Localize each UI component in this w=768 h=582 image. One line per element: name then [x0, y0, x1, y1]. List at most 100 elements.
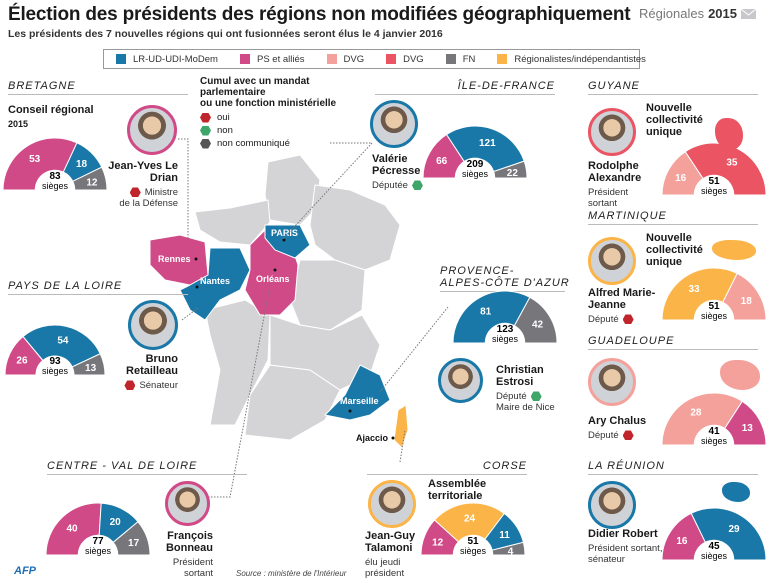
seat-slice-label: 121	[479, 138, 496, 149]
seat-slice-label: 16	[676, 536, 688, 547]
seat-slice-label: 81	[480, 306, 492, 317]
cumul-hexagon-icon	[530, 391, 542, 402]
seat-total: 93	[49, 356, 61, 367]
seat-slice-label: 53	[29, 154, 41, 165]
legend-swatch	[239, 54, 250, 64]
president-role-text: Sénateur	[139, 380, 178, 391]
seat-slice-label: 29	[729, 524, 741, 535]
president-name: Jean-Yves Le Drian	[108, 160, 178, 184]
seat-word: sièges	[701, 311, 728, 321]
map-city-marseille: Marseille	[340, 396, 379, 406]
seat-slice	[22, 325, 101, 368]
president-role-text: Député	[588, 314, 619, 325]
cumul-title-3: ou une fonction ministérielle	[200, 98, 337, 109]
seat-slice	[684, 143, 767, 196]
region-subtitle-line: territoriale	[428, 490, 483, 502]
seat-slice	[112, 521, 151, 556]
seat-word: sièges	[492, 334, 519, 344]
seat-slice-label: 24	[464, 513, 476, 524]
president-name: Bruno Retailleau	[126, 353, 178, 377]
legend-label: FN	[462, 53, 476, 65]
seat-slice-label: 12	[432, 537, 444, 548]
region-subtitle-line: unique	[646, 126, 683, 138]
seat-total: 83	[49, 171, 61, 182]
map-region-auvergne-rhone-alpes	[269, 314, 381, 391]
cumul-hexagon-icon	[411, 180, 423, 191]
region-title: LA RÉUNION	[588, 460, 758, 475]
legend-swatch	[497, 54, 508, 64]
president-role-line: élu jeudi	[365, 557, 401, 568]
cumul-title-1: Cumul avec un mandat	[200, 76, 310, 87]
seat-slice	[45, 503, 102, 556]
president-info: Rodolphe Alexandre Président sortant	[588, 160, 668, 209]
brand-label: Régionales	[639, 6, 705, 21]
region-subtitle-line: Nouvelle	[646, 102, 692, 114]
president-role-line: Député	[588, 430, 668, 441]
president-role: Sénateur	[100, 380, 178, 391]
president-role-line: sortant	[588, 198, 618, 209]
region-subtitle: Nouvelle collectivité unique	[646, 102, 703, 138]
president-photo	[588, 358, 636, 406]
president-photo	[588, 108, 636, 156]
conseil-year: 2015	[8, 119, 29, 129]
seat-slice-label: 16	[675, 173, 687, 184]
seat-slice	[433, 503, 506, 543]
cumul-item: oui	[200, 111, 336, 124]
page-title: Élection des présidents des régions non …	[8, 4, 631, 25]
cumul-hexagon-icon	[622, 314, 634, 325]
president-role-line: Ministre	[100, 187, 178, 198]
seat-slice-label: 12	[86, 177, 98, 188]
seat-total: 123	[497, 324, 514, 335]
president-role-text: Président sortant,	[588, 543, 663, 554]
seat-slice	[72, 166, 108, 191]
legend-item: PS et alliés	[239, 54, 305, 65]
seat-total: 41	[708, 426, 720, 437]
legend-swatch	[326, 54, 337, 64]
seat-total: 51	[467, 536, 479, 547]
cumul-label: oui	[217, 112, 230, 123]
cumul-hexagon-icon	[124, 380, 136, 391]
legend-item: DVG	[386, 54, 424, 65]
cumul-label: non communiqué	[217, 138, 290, 149]
cumul-hexagon-icon	[129, 187, 141, 198]
seat-slice-label: 18	[76, 159, 88, 170]
president-role: Député	[588, 314, 678, 325]
region-subtitle: Assemblée territoriale	[428, 478, 486, 502]
seat-slice-label: 42	[532, 320, 544, 331]
seat-word: sièges	[42, 366, 69, 376]
region-subtitle: Nouvelle collectivité unique	[646, 232, 703, 268]
seat-slice-label: 18	[741, 296, 753, 307]
seat-slice-label: 28	[690, 408, 702, 419]
seat-slice	[2, 138, 78, 191]
seat-slice-label: 54	[57, 335, 69, 346]
hexagon-icon	[200, 125, 211, 136]
president-photo	[588, 481, 636, 529]
seat-slice-label: 33	[688, 284, 700, 295]
president-role-line: Députée	[372, 180, 452, 191]
afp-logo: AFP	[14, 565, 36, 577]
guadeloupe-shape	[720, 360, 760, 390]
president-role-line: Maire de Nice	[496, 402, 555, 413]
president-info: François Bonneau Président sortant	[145, 530, 213, 579]
seat-word: sièges	[462, 169, 489, 179]
cumul-title-2: parlementaire	[200, 87, 266, 98]
president-info: Jean-Guy Talamoni élu jeudi président	[365, 530, 445, 579]
president-role-line: Député	[496, 391, 576, 402]
legend-item: DVG	[326, 54, 364, 65]
seat-slice-label: 11	[499, 530, 510, 541]
president-photo	[370, 100, 418, 148]
legend-swatch	[386, 54, 397, 64]
reunion-shape	[722, 482, 750, 502]
president-role-line: de la Défense	[119, 198, 178, 209]
region-title-line: ALPES-CÔTE D'AZUR	[440, 277, 570, 289]
region-subtitle-line: collectivité	[646, 244, 703, 256]
map-city-ajaccio: Ajaccio	[356, 433, 389, 443]
brand-year: 2015	[708, 6, 737, 21]
hexagon-icon	[200, 138, 211, 149]
seat-slice	[445, 126, 525, 173]
president-role-text: Député	[588, 430, 619, 441]
